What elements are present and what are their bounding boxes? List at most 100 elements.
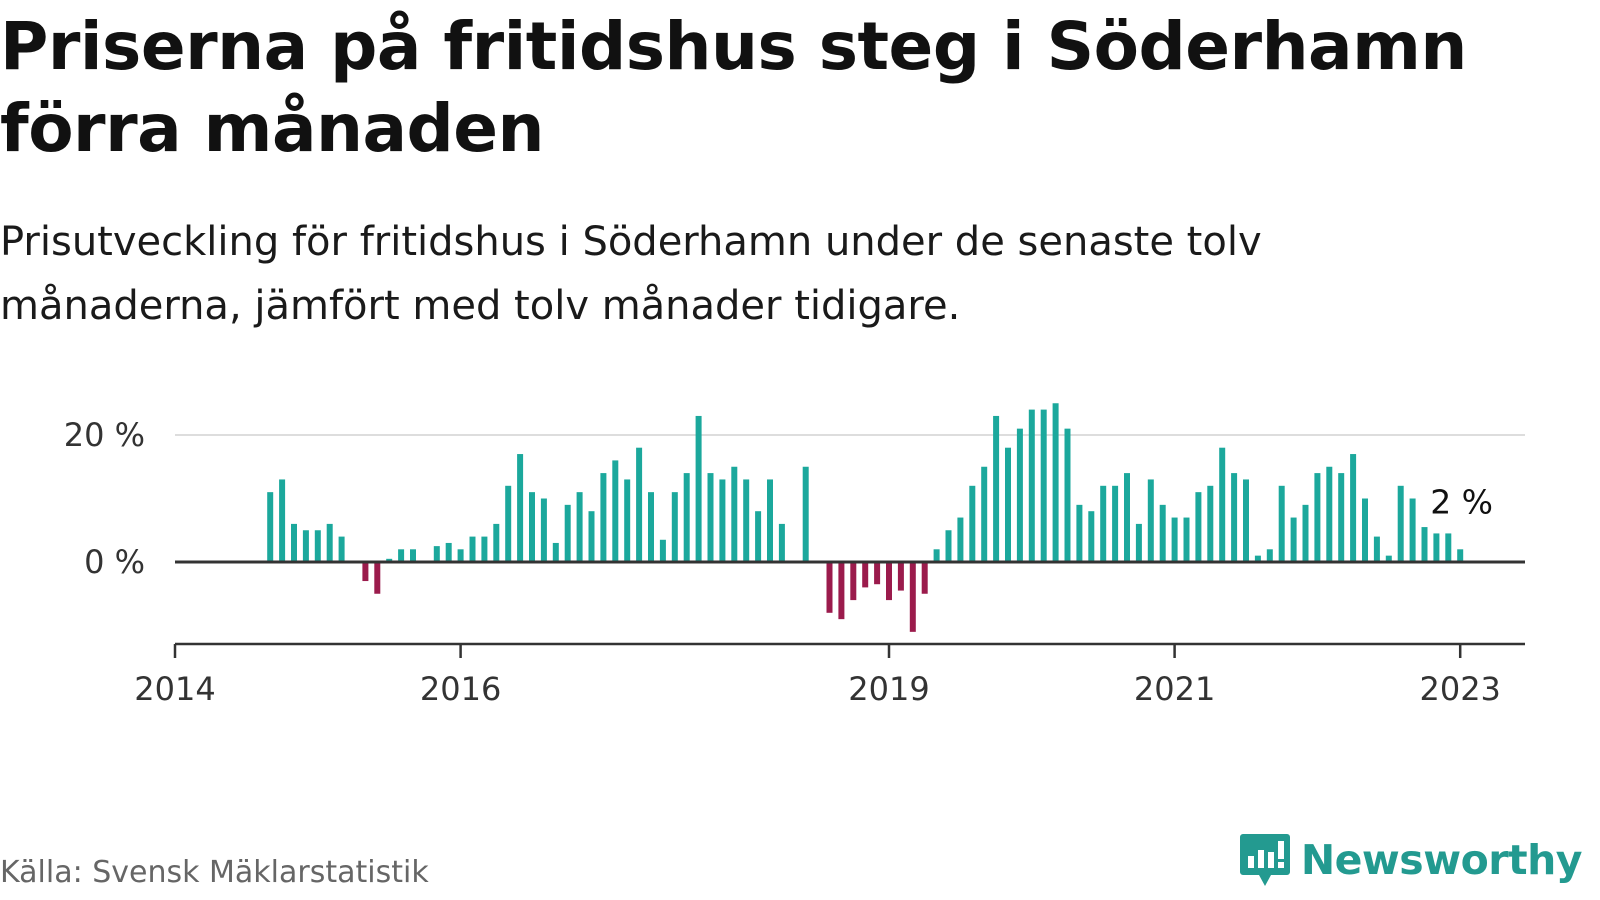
y-tick-label: 0 % bbox=[84, 543, 145, 581]
bar bbox=[445, 542, 452, 562]
bar bbox=[1385, 555, 1392, 562]
bar bbox=[576, 492, 583, 562]
bar bbox=[1005, 447, 1011, 562]
bar bbox=[636, 447, 643, 562]
brand-name: Newsworthy bbox=[1300, 836, 1583, 884]
bar bbox=[410, 549, 416, 562]
bar bbox=[1338, 473, 1345, 562]
bar bbox=[1076, 504, 1083, 562]
bar bbox=[1231, 473, 1238, 562]
bar bbox=[540, 498, 547, 562]
bar bbox=[945, 530, 952, 562]
bar bbox=[838, 562, 845, 620]
bar bbox=[469, 536, 476, 562]
bar bbox=[302, 530, 309, 562]
bar bbox=[588, 511, 595, 562]
bar bbox=[933, 549, 940, 562]
bar bbox=[1159, 504, 1166, 562]
bar bbox=[1373, 536, 1380, 562]
bar bbox=[457, 549, 464, 562]
x-tick-label: 2014 bbox=[134, 670, 215, 708]
bar bbox=[826, 562, 833, 613]
bar bbox=[1302, 504, 1309, 562]
bar bbox=[886, 562, 892, 601]
bar bbox=[1445, 533, 1452, 562]
chart-title: Priserna på fritidshus steg i Söderhamn … bbox=[0, 8, 1467, 167]
bar bbox=[683, 473, 690, 562]
bar bbox=[1135, 523, 1142, 562]
bar bbox=[1147, 479, 1154, 562]
bar bbox=[921, 562, 928, 594]
bar bbox=[1219, 447, 1226, 562]
bar bbox=[1266, 549, 1273, 562]
bar bbox=[1207, 485, 1214, 562]
bar bbox=[1100, 485, 1107, 562]
bar bbox=[695, 415, 702, 562]
bar bbox=[731, 466, 738, 562]
bar bbox=[1314, 473, 1321, 562]
bar bbox=[600, 473, 607, 562]
bar bbox=[505, 485, 512, 562]
bar bbox=[671, 492, 678, 562]
bar bbox=[1171, 517, 1178, 562]
brand-logo: Newsworthy bbox=[1239, 832, 1583, 888]
bar bbox=[529, 492, 535, 562]
bar bbox=[1016, 428, 1023, 562]
bar bbox=[1040, 409, 1047, 562]
bar bbox=[1290, 517, 1297, 562]
bar bbox=[1326, 466, 1333, 562]
bar bbox=[1433, 533, 1440, 562]
bar bbox=[1124, 473, 1130, 562]
bar bbox=[1052, 403, 1059, 562]
bar-chart-speech-bubble-icon bbox=[1239, 834, 1290, 886]
bar bbox=[564, 504, 571, 562]
bar bbox=[1457, 549, 1464, 562]
bar bbox=[326, 523, 333, 562]
bar bbox=[1195, 492, 1202, 562]
bar bbox=[291, 523, 297, 562]
bar bbox=[1028, 409, 1035, 562]
bar bbox=[481, 536, 488, 562]
bar bbox=[1421, 527, 1428, 562]
chart-subtitle: Prisutveckling för fritidshus i Söderham… bbox=[0, 219, 1262, 329]
bar bbox=[386, 558, 393, 562]
bar bbox=[897, 562, 904, 591]
source-note: Källa: Svensk Mäklarstatistik bbox=[0, 855, 429, 890]
bar bbox=[1397, 485, 1404, 562]
bar-chart: 0 % 20 % 2014 2016 2019 2021 2023 2 % bbox=[64, 403, 1525, 708]
bar bbox=[279, 479, 286, 562]
bar bbox=[1183, 517, 1190, 562]
bar bbox=[743, 479, 750, 562]
bar bbox=[862, 562, 869, 588]
bar bbox=[433, 546, 440, 562]
tick-labels: 0 % 20 % 2014 2016 2019 2021 2023 2 % bbox=[64, 416, 1501, 708]
bar bbox=[850, 562, 857, 601]
bar bbox=[314, 530, 321, 562]
bar bbox=[338, 536, 345, 562]
bar bbox=[1278, 485, 1285, 562]
bar bbox=[1362, 498, 1368, 562]
bar bbox=[1088, 511, 1095, 562]
last-value-label: 2 % bbox=[1430, 482, 1493, 521]
bar bbox=[362, 562, 369, 582]
x-tick-label: 2019 bbox=[848, 670, 929, 708]
bar bbox=[552, 542, 559, 562]
bars bbox=[267, 403, 1464, 632]
bar bbox=[802, 466, 809, 562]
bar bbox=[398, 549, 405, 562]
axes bbox=[173, 560, 1525, 658]
bar bbox=[874, 562, 881, 585]
bar bbox=[624, 479, 631, 562]
bar bbox=[612, 460, 619, 562]
x-tick-label: 2023 bbox=[1419, 670, 1500, 708]
bar bbox=[767, 479, 773, 562]
bar bbox=[969, 485, 976, 562]
bar bbox=[648, 492, 654, 562]
bar bbox=[981, 466, 988, 562]
bar bbox=[1409, 498, 1416, 562]
bar bbox=[1350, 454, 1357, 562]
bar bbox=[493, 523, 500, 562]
bar bbox=[1254, 555, 1261, 562]
bar bbox=[374, 562, 381, 594]
x-tick-label: 2016 bbox=[420, 670, 501, 708]
